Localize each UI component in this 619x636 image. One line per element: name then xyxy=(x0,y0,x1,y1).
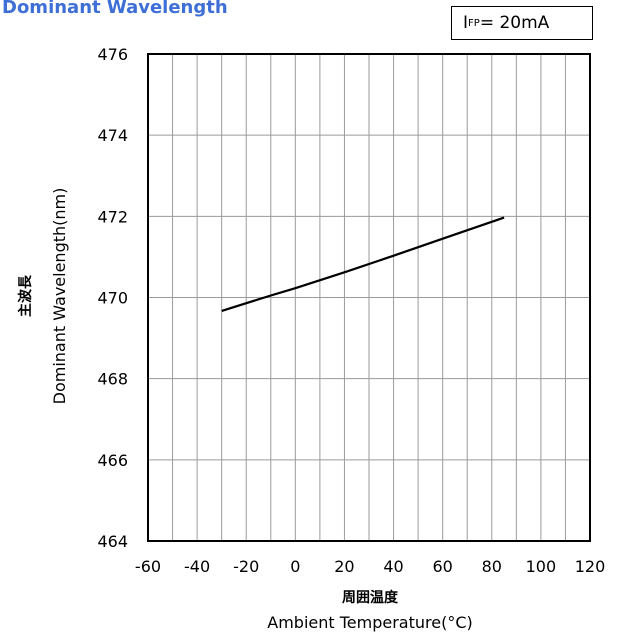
x-axis-label: Ambient Temperature(°C) xyxy=(267,613,472,632)
series-line xyxy=(221,216,505,312)
y-tick-label: 476 xyxy=(97,45,128,64)
y-tick-label: 474 xyxy=(97,126,128,145)
y-tick-label: 472 xyxy=(97,207,128,226)
y-axis-label-ja: 主波長 xyxy=(17,274,34,317)
plot-frame xyxy=(147,53,591,542)
x-tick-label: 0 xyxy=(290,557,300,576)
x-tick-label: -40 xyxy=(184,557,210,576)
x-tick-label: 100 xyxy=(526,557,557,576)
condition-prefix: I xyxy=(463,13,469,33)
y-axis-label: Dominant Wavelength(nm) xyxy=(50,188,69,405)
chart-title: Dominant Wavelength xyxy=(2,0,228,18)
y-tick-labels: 464 466 468 470 472 474 476 xyxy=(97,45,128,551)
x-tick-label: 120 xyxy=(575,557,606,576)
grid xyxy=(148,54,590,541)
x-tick-labels: -60 -40 -20 0 20 40 60 80 100 120 xyxy=(135,557,605,576)
y-tick-label: 470 xyxy=(97,289,128,308)
y-tick-label: 466 xyxy=(97,451,128,470)
x-axis-label-ja: 周囲温度 xyxy=(342,589,399,606)
series-layer xyxy=(221,216,505,312)
x-tick-label: 80 xyxy=(482,557,502,576)
x-tick-label: 40 xyxy=(383,557,403,576)
x-tick-label: 60 xyxy=(432,557,452,576)
y-tick-label: 464 xyxy=(97,532,128,551)
condition-suffix: = 20mA xyxy=(479,13,550,33)
x-tick-label: 20 xyxy=(334,557,354,576)
y-tick-label: 468 xyxy=(97,370,128,389)
condition-subscript: FP xyxy=(468,17,480,29)
condition-box: I FP = 20mA xyxy=(451,6,593,40)
x-tick-label: -20 xyxy=(233,557,259,576)
x-tick-label: -60 xyxy=(135,557,161,576)
